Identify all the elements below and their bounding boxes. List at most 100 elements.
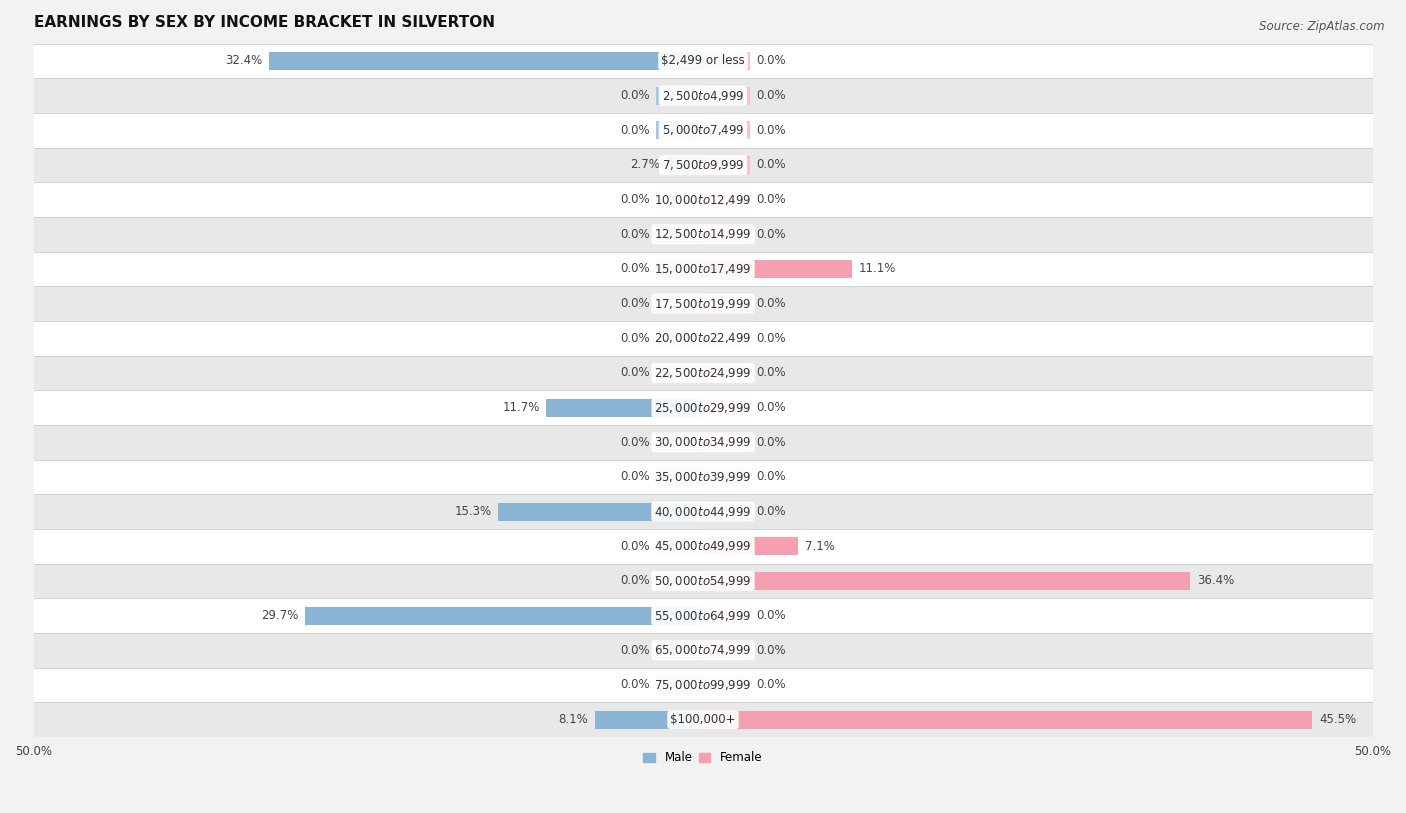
Text: $17,500 to $19,999: $17,500 to $19,999 (654, 297, 752, 311)
Text: 0.0%: 0.0% (756, 193, 786, 207)
Text: $2,499 or less: $2,499 or less (661, 54, 745, 67)
Text: 8.1%: 8.1% (558, 713, 588, 726)
Bar (595, 711, 703, 728)
Text: 0.0%: 0.0% (756, 679, 786, 691)
Bar (657, 87, 703, 105)
Bar (34, 321, 1372, 355)
Text: $5,000 to $7,499: $5,000 to $7,499 (662, 124, 744, 137)
Bar (34, 667, 1372, 702)
Bar (703, 572, 1191, 590)
Text: $7,500 to $9,999: $7,500 to $9,999 (662, 158, 744, 172)
Bar (703, 260, 852, 278)
Bar (703, 468, 749, 486)
Text: $55,000 to $64,999: $55,000 to $64,999 (654, 609, 752, 623)
Text: 0.0%: 0.0% (756, 159, 786, 172)
Bar (269, 52, 703, 70)
Text: 0.0%: 0.0% (620, 193, 650, 207)
Bar (666, 156, 703, 174)
Bar (34, 44, 1372, 78)
Bar (703, 537, 799, 555)
Bar (657, 641, 703, 659)
Bar (498, 502, 703, 520)
Bar (657, 676, 703, 694)
Bar (657, 433, 703, 451)
Bar (703, 121, 749, 139)
Text: 0.0%: 0.0% (620, 367, 650, 380)
Text: 0.0%: 0.0% (756, 297, 786, 310)
Bar (657, 329, 703, 347)
Bar (34, 217, 1372, 252)
Text: EARNINGS BY SEX BY INCOME BRACKET IN SILVERTON: EARNINGS BY SEX BY INCOME BRACKET IN SIL… (34, 15, 495, 30)
Legend: Male, Female: Male, Female (638, 746, 768, 769)
Bar (34, 563, 1372, 598)
Text: $20,000 to $22,499: $20,000 to $22,499 (654, 332, 752, 346)
Bar (703, 433, 749, 451)
Text: 15.3%: 15.3% (454, 505, 492, 518)
Text: 7.1%: 7.1% (804, 540, 835, 553)
Text: Source: ZipAtlas.com: Source: ZipAtlas.com (1260, 20, 1385, 33)
Bar (547, 398, 703, 416)
Bar (703, 398, 749, 416)
Text: $50,000 to $54,999: $50,000 to $54,999 (654, 574, 752, 588)
Text: 0.0%: 0.0% (620, 679, 650, 691)
Bar (657, 294, 703, 313)
Text: 0.0%: 0.0% (620, 644, 650, 657)
Bar (657, 468, 703, 486)
Text: 0.0%: 0.0% (756, 89, 786, 102)
Bar (703, 87, 749, 105)
Text: 0.0%: 0.0% (620, 263, 650, 276)
Text: 0.0%: 0.0% (756, 644, 786, 657)
Bar (703, 329, 749, 347)
Bar (657, 225, 703, 243)
Text: 0.0%: 0.0% (620, 471, 650, 484)
Bar (703, 364, 749, 382)
Text: 2.7%: 2.7% (630, 159, 661, 172)
Text: $10,000 to $12,499: $10,000 to $12,499 (654, 193, 752, 207)
Bar (703, 225, 749, 243)
Text: $35,000 to $39,999: $35,000 to $39,999 (654, 470, 752, 484)
Text: 0.0%: 0.0% (756, 332, 786, 345)
Bar (34, 702, 1372, 737)
Text: 0.0%: 0.0% (756, 436, 786, 449)
Text: $100,000+: $100,000+ (671, 713, 735, 726)
Bar (34, 78, 1372, 113)
Bar (703, 676, 749, 694)
Text: $22,500 to $24,999: $22,500 to $24,999 (654, 366, 752, 380)
Text: $15,000 to $17,499: $15,000 to $17,499 (654, 262, 752, 276)
Text: 0.0%: 0.0% (756, 54, 786, 67)
Bar (657, 572, 703, 590)
Text: 0.0%: 0.0% (620, 540, 650, 553)
Bar (703, 606, 749, 624)
Text: 36.4%: 36.4% (1197, 575, 1234, 588)
Bar (34, 425, 1372, 459)
Text: $40,000 to $44,999: $40,000 to $44,999 (654, 505, 752, 519)
Text: 0.0%: 0.0% (620, 228, 650, 241)
Bar (34, 529, 1372, 563)
Bar (657, 190, 703, 209)
Text: $45,000 to $49,999: $45,000 to $49,999 (654, 539, 752, 554)
Text: 29.7%: 29.7% (262, 609, 298, 622)
Text: 11.7%: 11.7% (502, 401, 540, 414)
Bar (703, 294, 749, 313)
Bar (703, 711, 1312, 728)
Text: 0.0%: 0.0% (620, 436, 650, 449)
Text: 0.0%: 0.0% (620, 124, 650, 137)
Bar (34, 286, 1372, 321)
Text: 11.1%: 11.1% (858, 263, 896, 276)
Text: 0.0%: 0.0% (620, 332, 650, 345)
Bar (34, 355, 1372, 390)
Bar (34, 252, 1372, 286)
Bar (34, 113, 1372, 148)
Text: 0.0%: 0.0% (620, 575, 650, 588)
Text: $2,500 to $4,999: $2,500 to $4,999 (662, 89, 744, 102)
Bar (703, 641, 749, 659)
Bar (34, 182, 1372, 217)
Bar (703, 502, 749, 520)
Text: $75,000 to $99,999: $75,000 to $99,999 (654, 678, 752, 692)
Text: 0.0%: 0.0% (756, 471, 786, 484)
Text: 0.0%: 0.0% (756, 124, 786, 137)
Bar (657, 121, 703, 139)
Bar (703, 190, 749, 209)
Text: 32.4%: 32.4% (225, 54, 263, 67)
Text: 0.0%: 0.0% (620, 297, 650, 310)
